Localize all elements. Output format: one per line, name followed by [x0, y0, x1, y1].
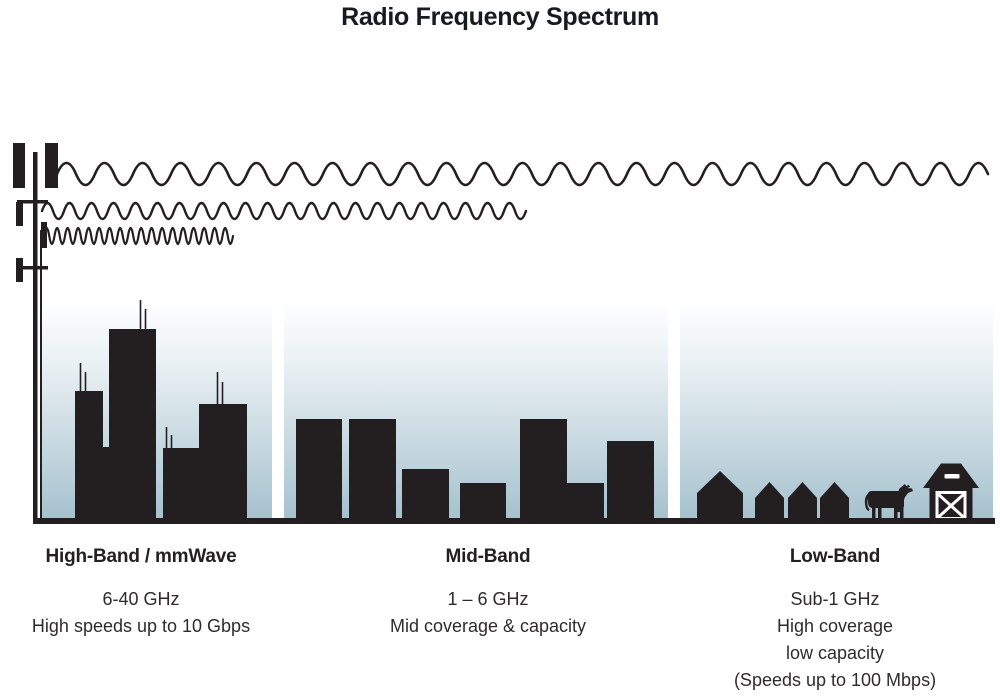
low-band-description-capacity: low capacity	[785, 643, 885, 663]
spectrum-illustration	[13, 143, 995, 524]
cow-icon	[864, 484, 913, 519]
low-band-frequency: Sub-1 GHz	[790, 589, 880, 609]
ground-line	[33, 518, 995, 524]
mid-band-label: Mid-Band 1 – 6 GHz Mid coverage & capaci…	[362, 547, 614, 640]
high-band-frequency: 6-40 GHz	[102, 589, 180, 609]
mid-band-sky-panel	[284, 300, 668, 518]
short-wavelength-wave-icon	[42, 226, 235, 246]
low-band-description-speed: (Speeds up to 100 Mbps)	[733, 670, 937, 690]
mid-band-title: Mid-Band	[445, 546, 531, 567]
medium-wavelength-wave-icon	[40, 201, 528, 221]
mid-band-description: Mid coverage & capacity	[389, 616, 587, 636]
midrise-buildings-icon	[296, 419, 654, 521]
cell-tower-icon	[13, 143, 58, 524]
high-band-label: High-Band / mmWave 6-40 GHz High speeds …	[15, 547, 267, 640]
long-wavelength-wave-icon	[55, 161, 990, 187]
barn-icon	[923, 463, 979, 520]
houses-icon	[697, 471, 849, 521]
high-band-title: High-Band / mmWave	[45, 546, 237, 567]
low-band-title: Low-Band	[789, 546, 881, 567]
high-band-description: High speeds up to 10 Gbps	[31, 616, 251, 636]
mid-band-frequency: 1 – 6 GHz	[447, 589, 529, 609]
low-band-description-coverage: High coverage	[776, 616, 894, 636]
low-band-label: Low-Band Sub-1 GHz High coverage low cap…	[709, 547, 961, 694]
city-skyline-icon	[75, 300, 247, 521]
page-title: Radio Frequency Spectrum	[341, 3, 659, 31]
